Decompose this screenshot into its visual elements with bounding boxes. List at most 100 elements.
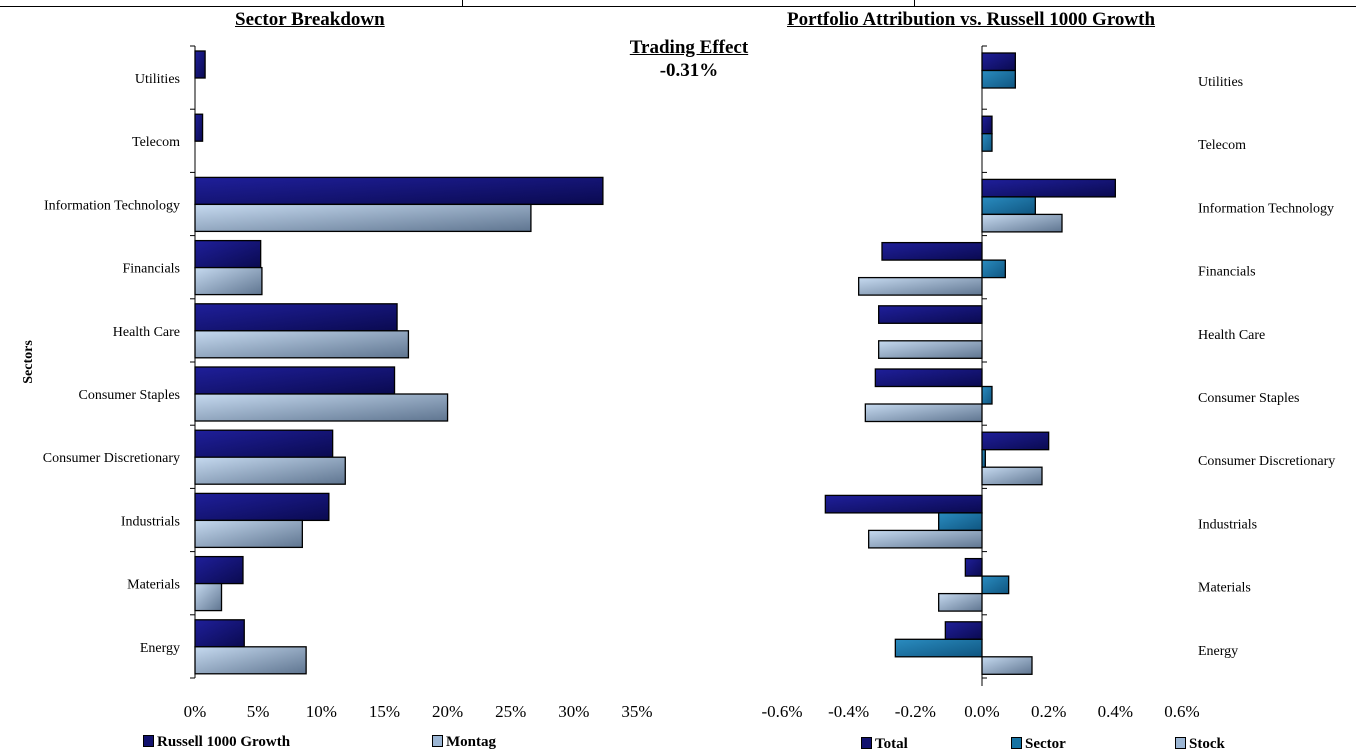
category-label-financials: Financials <box>122 262 180 277</box>
bar-montag-industrials <box>194 519 303 549</box>
left-x-tick-label: 30% <box>558 702 589 721</box>
bar-sector-consumer-staples <box>981 385 993 405</box>
bar-sector-financials <box>981 259 1006 279</box>
bar-total-industrials <box>824 494 983 514</box>
bar-russell-materials <box>194 555 244 585</box>
right-x-tick-label: 0.4% <box>1098 702 1133 721</box>
bar-sector-information-technology <box>981 196 1036 216</box>
bar-montag-materials <box>194 582 223 612</box>
bar-sector-energy <box>894 638 983 658</box>
legend-label-total: Total <box>875 736 908 752</box>
left-x-tick-label: 35% <box>621 702 652 721</box>
right-chart-title: Portfolio Attribution vs. Russell 1000 G… <box>787 9 1156 30</box>
bar-total-energy <box>944 621 983 640</box>
legend-swatch-stock <box>1175 737 1186 749</box>
right-x-tick-label: -0.4% <box>828 702 869 721</box>
bar-total-telecom <box>981 115 993 135</box>
bar-total-utilities <box>981 52 1016 72</box>
bar-montag-consumer-staples <box>194 393 449 422</box>
category-label-information-technology: Information Technology <box>44 198 180 213</box>
bar-stock-information-technology <box>981 213 1063 233</box>
category-label-right-consumer-staples: Consumer Staples <box>1198 391 1300 406</box>
bar-sector-industrials <box>938 512 983 532</box>
category-label-right-industrials: Industrials <box>1198 517 1257 532</box>
bar-stock-industrials <box>868 529 983 549</box>
header-divider <box>914 0 915 7</box>
left-chart-title: Sector Breakdown <box>235 9 385 30</box>
category-label-health-care: Health Care <box>113 325 180 340</box>
category-label-right-energy: Energy <box>1198 644 1238 659</box>
bar-stock-consumer-staples <box>864 403 983 423</box>
top-rule <box>0 6 1356 7</box>
right-x-tick-label: -0.6% <box>761 702 802 721</box>
right-x-tick-label: -0.2% <box>895 702 936 721</box>
bar-total-materials <box>964 557 983 577</box>
category-label-utilities: Utilities <box>135 72 180 87</box>
bar-montag-information-technology <box>194 203 532 233</box>
category-label-right-utilities: Utilities <box>1198 75 1243 90</box>
bar-russell-telecom <box>194 113 204 142</box>
bar-russell-industrials <box>194 492 330 522</box>
legend-label-russell: Russell 1000 Growth <box>157 734 291 750</box>
bar-russell-consumer-discretionary <box>194 429 334 458</box>
category-label-right-materials: Materials <box>1198 581 1251 596</box>
legend-item-montag: Montag <box>432 734 496 751</box>
category-label-consumer-discretionary: Consumer Discretionary <box>43 451 180 466</box>
category-label-industrials: Industrials <box>121 514 180 529</box>
legend-label-stock: Stock <box>1189 736 1225 752</box>
legend-item-sector: Sector <box>1011 736 1066 753</box>
bar-montag-financials <box>194 266 263 296</box>
category-label-right-consumer-discretionary: Consumer Discretionary <box>1198 454 1335 469</box>
category-label-right-financials: Financials <box>1198 265 1256 280</box>
category-label-right-health-care: Health Care <box>1198 328 1265 343</box>
category-label-right-information-technology: Information Technology <box>1198 201 1334 216</box>
category-label-consumer-staples: Consumer Staples <box>79 388 181 403</box>
legend-item-russell: Russell 1000 Growth <box>143 734 290 751</box>
trading-effect: Trading Effect -0.31% <box>600 36 778 82</box>
bar-total-information-technology <box>981 178 1116 198</box>
left-x-tick-label: 0% <box>184 702 207 721</box>
legend-swatch-russell <box>143 735 154 747</box>
category-label-telecom: Telecom <box>132 135 180 150</box>
bar-sector-materials <box>981 575 1010 595</box>
left-y-axis-label: Sectors <box>21 340 36 384</box>
category-label-right-telecom: Telecom <box>1198 138 1246 153</box>
bar-montag-energy <box>194 646 307 675</box>
bar-sector-utilities <box>981 69 1016 89</box>
bar-stock-materials <box>938 592 983 612</box>
bar-russell-financials <box>194 239 262 269</box>
left-x-tick-label: 20% <box>432 702 463 721</box>
bar-russell-energy <box>194 619 245 648</box>
bar-stock-financials <box>858 276 983 296</box>
bar-russell-information-technology <box>194 176 604 206</box>
bar-total-financials <box>881 241 983 261</box>
category-label-energy: Energy <box>140 641 180 656</box>
legend-swatch-sector <box>1011 737 1022 749</box>
trading-effect-label: Trading Effect <box>629 37 749 58</box>
legend-swatch-total <box>861 737 872 749</box>
left-x-tick-label: 5% <box>247 702 270 721</box>
bar-russell-utilities <box>194 50 206 79</box>
category-label-materials: Materials <box>127 578 180 593</box>
legend-swatch-montag <box>432 735 443 747</box>
bar-stock-health-care <box>878 340 983 359</box>
legend-item-stock: Stock <box>1175 736 1225 753</box>
right-x-tick-label: 0.6% <box>1164 702 1199 721</box>
legend-label-montag: Montag <box>446 734 496 750</box>
bar-montag-health-care <box>194 330 410 359</box>
legend-label-sector: Sector <box>1025 736 1066 752</box>
left-x-tick-label: 10% <box>306 702 337 721</box>
legend-item-total: Total <box>861 736 908 753</box>
header-divider <box>462 0 463 7</box>
right-x-tick-label: 0.2% <box>1031 702 1066 721</box>
right-x-tick-label: 0.0% <box>964 702 999 721</box>
bar-total-health-care <box>878 305 983 324</box>
bar-stock-consumer-discretionary <box>981 466 1043 486</box>
bar-stock-energy <box>981 656 1033 675</box>
bar-russell-consumer-staples <box>194 366 396 395</box>
bar-total-consumer-staples <box>874 368 983 388</box>
bar-total-consumer-discretionary <box>981 431 1050 451</box>
bar-sector-telecom <box>981 133 993 152</box>
trading-effect-value: -0.31% <box>659 60 719 81</box>
